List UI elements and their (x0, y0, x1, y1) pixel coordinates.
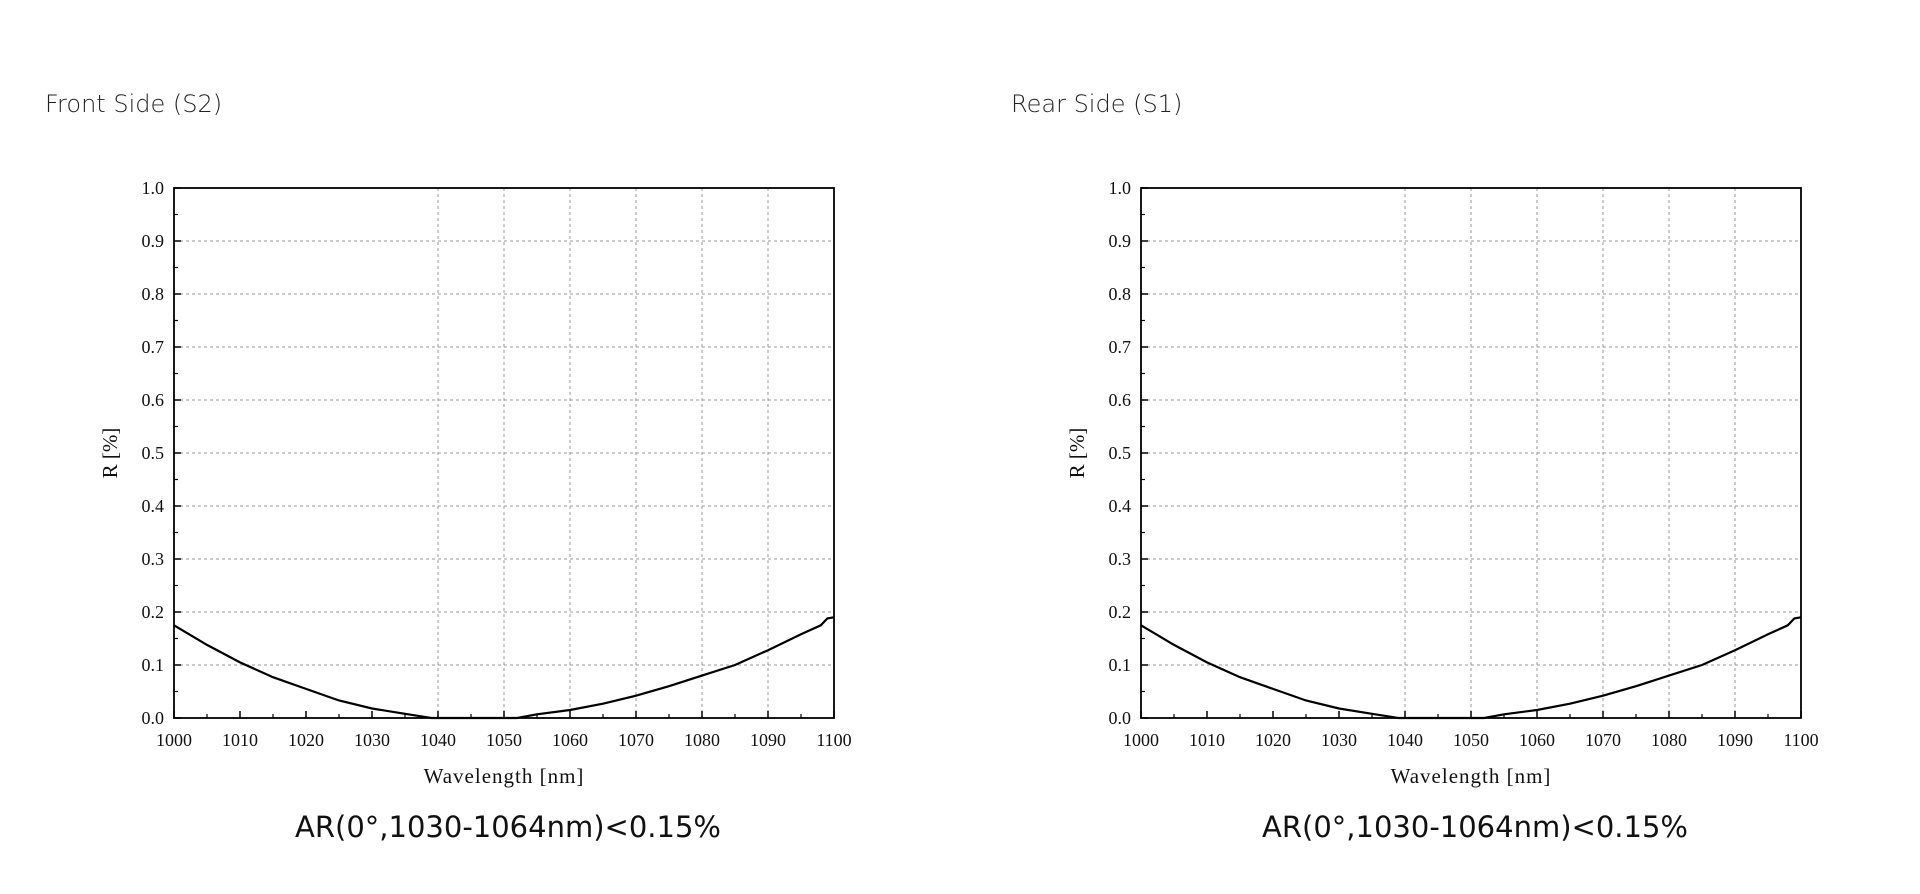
front-side-spec-note: AR(0°,1030-1064nm)<0.15% (295, 810, 721, 844)
reflectance-curve (1140, 616, 1802, 720)
x-tick-label: 1100 (1783, 730, 1818, 750)
y-tick-label: 0.3 (142, 549, 165, 569)
x-tick-label: 1040 (420, 730, 456, 750)
y-tick-label: 1.0 (142, 178, 165, 198)
y-tick-label: 0.5 (1109, 443, 1132, 463)
x-tick-label: 1010 (1189, 730, 1225, 750)
y-tick-label: 0.0 (142, 708, 165, 728)
y-tick-label: 0.3 (1109, 549, 1132, 569)
x-tick-label: 1080 (684, 730, 720, 750)
x-tick-label: 1070 (1585, 730, 1621, 750)
x-tick-label: 1030 (354, 730, 390, 750)
front-side-title: Front Side (S2) (45, 90, 223, 118)
x-tick-label: 1030 (1321, 730, 1357, 750)
y-tick-label: 0.8 (142, 284, 165, 304)
x-tick-label: 1050 (1453, 730, 1489, 750)
rear-side-title: Rear Side (S1) (1011, 90, 1183, 118)
y-tick-label: 0.4 (1109, 496, 1132, 516)
y-axis-label: R [%] (98, 428, 122, 479)
y-tick-label: 0.2 (1109, 602, 1132, 622)
rear-side-spec-note: AR(0°,1030-1064nm)<0.15% (1262, 810, 1688, 844)
y-tick-label: 0.5 (142, 443, 165, 463)
y-tick-label: 0.9 (142, 231, 165, 251)
x-tick-label: 1070 (618, 730, 654, 750)
y-tick-label: 0.8 (1109, 284, 1132, 304)
front-side-chart: 0.0 0.1 0.2 0.3 0.4 0.5 0.6 0.7 0.8 0.9 1.0 1000 101… (98, 178, 852, 788)
y-tick-label: 1.0 (1109, 178, 1132, 198)
x-tick-label: 1090 (750, 730, 786, 750)
y-axis-label: R [%] (1065, 428, 1089, 479)
y-tick-label: 0.9 (1109, 231, 1132, 251)
reflectance-curve (173, 616, 835, 720)
x-tick-label: 1090 (1717, 730, 1753, 750)
x-tick-label: 1020 (1255, 730, 1291, 750)
y-tick-label: 0.1 (1109, 655, 1132, 675)
x-tick-label: 1000 (1123, 730, 1159, 750)
y-tick-label: 0.7 (1109, 337, 1132, 357)
x-axis-label: Wavelength [nm] (1391, 764, 1552, 788)
rear-side-chart: 0.0 0.1 0.2 0.3 0.4 0.5 0.6 0.7 0.8 0.9 1.0 1000 101… (1065, 178, 1819, 788)
y-tick-label: 0.7 (142, 337, 165, 357)
x-tick-label: 1050 (486, 730, 522, 750)
x-tick-label: 1080 (1651, 730, 1687, 750)
x-tick-label: 1010 (222, 730, 258, 750)
x-tick-label: 1060 (1519, 730, 1555, 750)
y-tick-label: 0.1 (142, 655, 165, 675)
x-tick-label: 1060 (552, 730, 588, 750)
x-tick-label: 1100 (816, 730, 851, 750)
x-tick-label: 1000 (156, 730, 192, 750)
y-tick-label: 0.6 (1109, 390, 1132, 410)
y-tick-label: 0.6 (142, 390, 165, 410)
x-tick-label: 1020 (288, 730, 324, 750)
y-tick-label: 0.2 (142, 602, 165, 622)
y-tick-label: 0.4 (142, 496, 165, 516)
x-tick-label: 1040 (1387, 730, 1423, 750)
x-axis-label: Wavelength [nm] (424, 764, 585, 788)
y-tick-label: 0.0 (1109, 708, 1132, 728)
